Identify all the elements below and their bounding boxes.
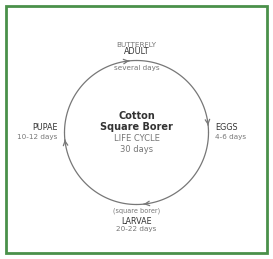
Text: (square borer): (square borer) xyxy=(113,207,160,214)
Text: LARVAE: LARVAE xyxy=(121,217,152,226)
Text: several days: several days xyxy=(114,64,159,70)
Text: BUTTERFLY: BUTTERFLY xyxy=(117,41,156,47)
Text: ADULT: ADULT xyxy=(124,47,149,56)
Text: Square Borer: Square Borer xyxy=(100,121,173,132)
Text: PUPAE: PUPAE xyxy=(32,123,58,132)
Text: Cotton: Cotton xyxy=(118,111,155,120)
Text: EGGS: EGGS xyxy=(215,123,238,132)
Text: 20-22 days: 20-22 days xyxy=(116,226,157,232)
Text: 10-12 days: 10-12 days xyxy=(17,133,58,140)
Text: 30 days: 30 days xyxy=(120,145,153,154)
Text: LIFE CYCLE: LIFE CYCLE xyxy=(114,134,159,143)
Text: 4-6 days: 4-6 days xyxy=(215,133,247,140)
